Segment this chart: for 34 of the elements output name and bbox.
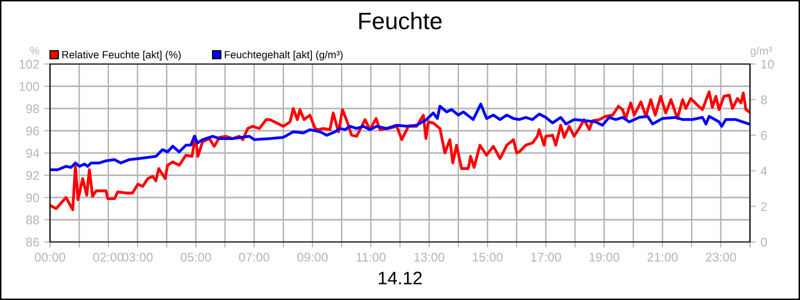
legend-label: Feuchtegehalt [akt] (g/m³) xyxy=(224,50,343,60)
y-tick-label: 96 xyxy=(26,126,40,136)
y-tick-label: 92 xyxy=(26,171,39,180)
x-tick-label: 00:00 xyxy=(34,252,66,262)
x-tick-label: 21:00 xyxy=(647,252,678,262)
y2-tick-label: 8 xyxy=(760,95,767,104)
x-tick-label: 11:00 xyxy=(356,252,386,262)
y-tick-label: 102 xyxy=(20,60,39,69)
x-tick-label: 07:00 xyxy=(239,252,270,262)
x-tick-label: 05:00 xyxy=(180,252,211,262)
y-axis-title: % xyxy=(30,46,40,55)
x-tick-label: 09:00 xyxy=(297,252,328,262)
y-tick-label: 98 xyxy=(26,104,40,114)
y2-tick-label: 0 xyxy=(760,238,767,247)
y-tick-label: 94 xyxy=(26,148,40,158)
y-tick-label: 90 xyxy=(26,193,40,202)
y2-tick-label: 4 xyxy=(760,166,768,176)
x-tick-label: 13:00 xyxy=(414,252,444,262)
y-tick-label: 88 xyxy=(26,216,40,224)
x-tick-label: 03:00 xyxy=(122,252,153,262)
x-axis-title: 14.12 xyxy=(378,272,422,284)
y-tick-label: 86 xyxy=(26,238,40,247)
y2-tick-label: 2 xyxy=(761,202,767,211)
y2-tick-label: 6 xyxy=(761,131,767,140)
legend-label: Relative Feuchte [akt] (%) xyxy=(62,50,181,60)
x-tick-label: 17:00 xyxy=(531,252,561,262)
y2-axis-title: g/m³ xyxy=(750,46,772,57)
y2-tick-label: 10 xyxy=(761,60,774,69)
x-tick-label: 19:00 xyxy=(589,252,620,262)
x-tick-label: 15:00 xyxy=(472,252,503,262)
chart-title: Feuchte xyxy=(359,12,442,30)
x-tick-label: 02:00 xyxy=(93,252,124,262)
x-tick-label: 23:00 xyxy=(706,252,736,262)
y-tick-label: 100 xyxy=(20,82,40,91)
